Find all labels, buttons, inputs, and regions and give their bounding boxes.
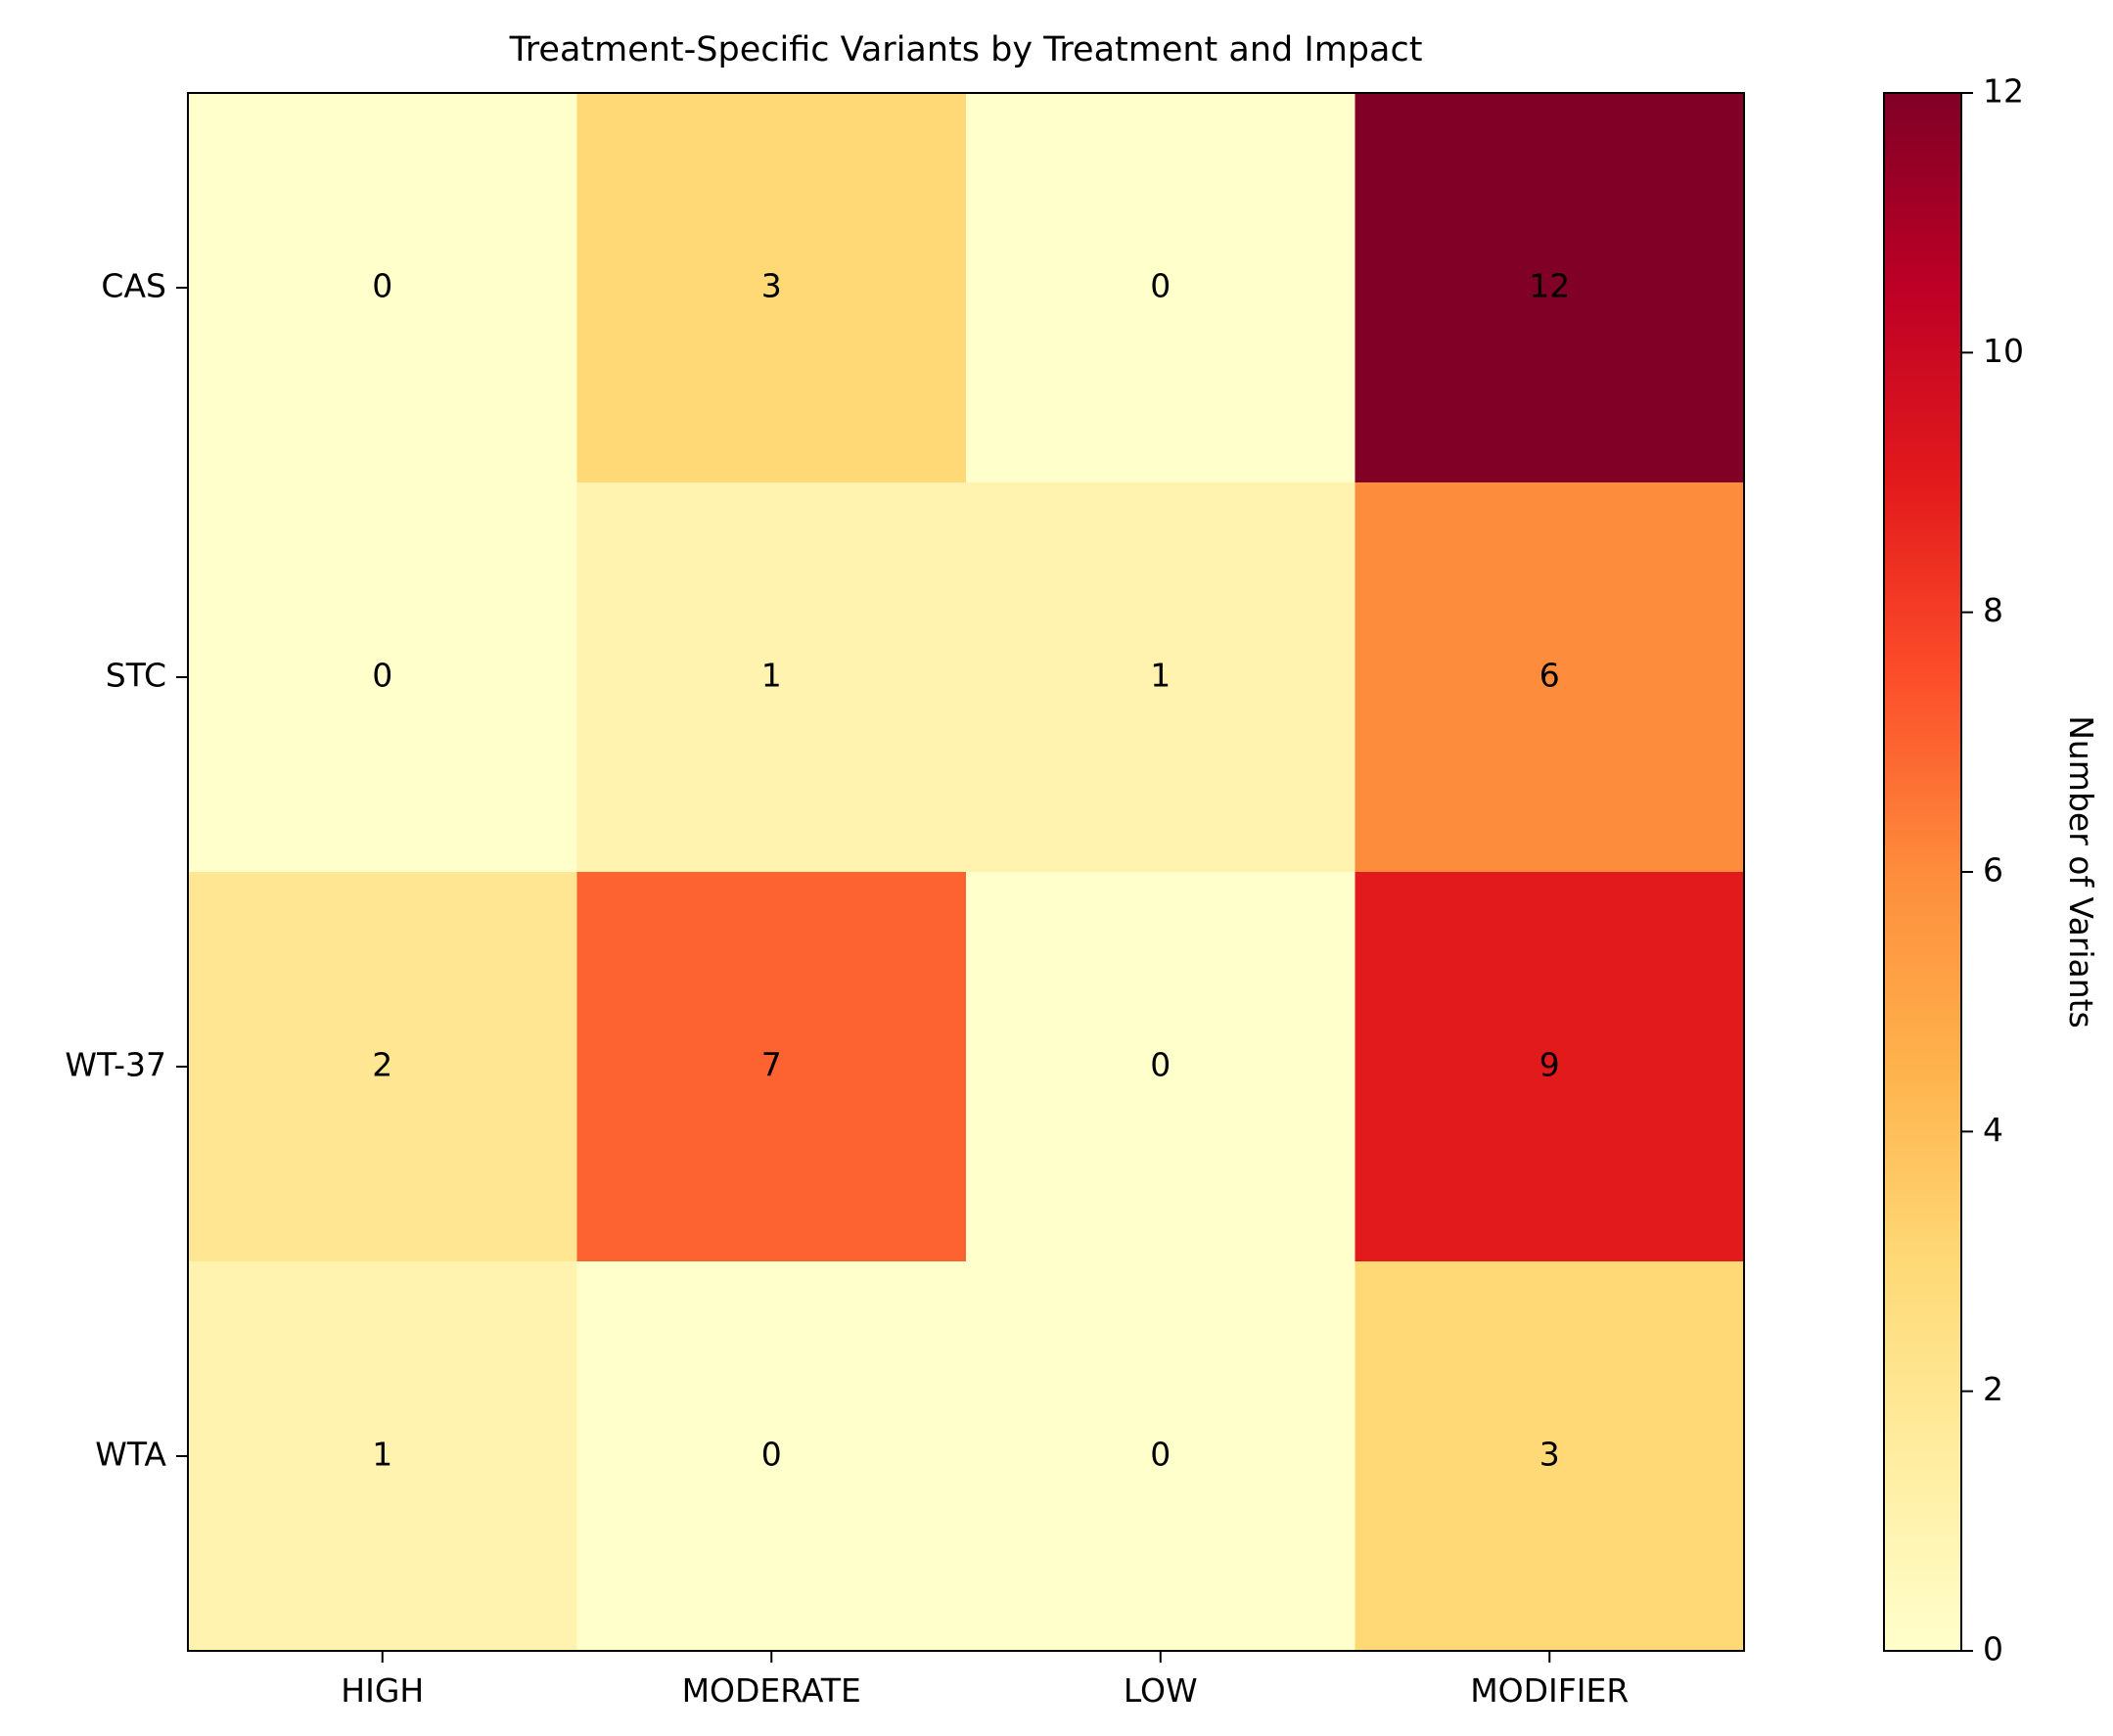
cell-value-label: 0 <box>372 267 392 305</box>
x-axis: HIGH MODERATE LOW MODIFIER <box>341 1651 1629 1710</box>
heatmap-cell <box>188 1261 577 1652</box>
y-axis: CAS STC WT-37 WTA <box>65 267 188 1474</box>
y-tick-label: WT-37 <box>65 1046 166 1084</box>
colorbar-tick-label: 2 <box>1983 1370 2003 1408</box>
chart-title: Treatment-Specific Variants by Treatment… <box>509 30 1423 69</box>
heatmap-cell <box>966 482 1355 873</box>
heatmap-cell <box>576 93 967 483</box>
heatmap-cell <box>966 1261 1355 1652</box>
colorbar-tick-label: 12 <box>1983 72 2024 111</box>
heatmap-cell <box>1355 93 1745 483</box>
heatmap-cell <box>966 93 1355 483</box>
cell-value-label: 2 <box>372 1046 392 1084</box>
colorbar-tick-label: 0 <box>1983 1630 2003 1668</box>
cell-value-label: 0 <box>372 657 392 695</box>
cell-value-label: 0 <box>1150 1046 1171 1084</box>
y-tick-label: STC <box>106 657 166 695</box>
cell-value-label: 0 <box>1150 1436 1171 1474</box>
heatmap-cell <box>188 93 577 483</box>
colorbar-gradient <box>1883 92 1962 1652</box>
x-tick-label: HIGH <box>341 1671 424 1710</box>
heatmap-cell <box>576 872 967 1262</box>
colorbar: 0 2 4 6 8 10 12 Number of Variants <box>1883 72 2100 1668</box>
colorbar-tick-label: 8 <box>1983 591 2003 629</box>
plot-frame <box>187 92 1745 1652</box>
colorbar-label: Number of Variants <box>2062 715 2100 1028</box>
colorbar-ticks: 0 2 4 6 8 10 12 <box>1961 72 2024 1668</box>
y-tick-label: CAS <box>101 267 166 305</box>
heatmap-cell <box>1355 872 1745 1262</box>
heatmap-cell <box>576 482 967 873</box>
cell-value-label: 6 <box>1539 657 1560 695</box>
x-tick-label: MODERATE <box>682 1671 861 1710</box>
heatmap-cell <box>1355 1261 1745 1652</box>
cell-value-label: 9 <box>1539 1046 1560 1084</box>
heatmap-cell <box>188 872 577 1262</box>
cell-value-label: 12 <box>1529 267 1570 305</box>
colorbar-tick-label: 6 <box>1983 851 2003 890</box>
heatmap-cell <box>966 872 1355 1262</box>
colorbar-tick-label: 10 <box>1983 332 2024 370</box>
heatmap-cell <box>188 482 577 873</box>
x-tick-label: LOW <box>1124 1671 1198 1710</box>
heatmap-cell <box>1355 482 1745 873</box>
heatmap-cell-labels: 0 3 0 12 0 1 1 6 2 7 0 9 1 0 0 3 <box>372 267 1570 1474</box>
cell-value-label: 3 <box>761 267 782 305</box>
x-tick-label: MODIFIER <box>1470 1671 1629 1710</box>
y-tick-label: WTA <box>95 1436 166 1474</box>
cell-value-label: 1 <box>372 1436 392 1474</box>
cell-value-label: 0 <box>761 1436 782 1474</box>
cell-value-label: 1 <box>1150 657 1171 695</box>
cell-value-label: 0 <box>1150 267 1171 305</box>
cell-value-label: 7 <box>761 1046 782 1084</box>
cell-value-label: 1 <box>761 657 782 695</box>
colorbar-tick-label: 4 <box>1983 1111 2003 1149</box>
heatmap-cells <box>188 93 1745 1652</box>
cell-value-label: 3 <box>1539 1436 1560 1474</box>
heatmap-cell <box>576 1261 967 1652</box>
